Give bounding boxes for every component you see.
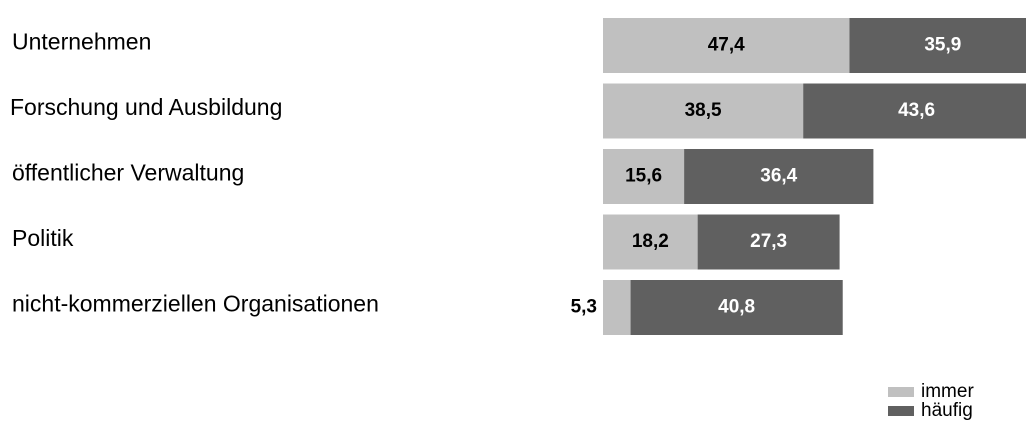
bar-segment [803, 83, 1026, 139]
bar-segment [630, 280, 843, 335]
category-label: Forschung und Ausbildung [10, 94, 282, 120]
value-label: 38,5 [685, 100, 722, 121]
value-label: 15,6 [625, 166, 662, 187]
bar-segment [849, 18, 1026, 73]
legend-swatch [888, 387, 914, 397]
value-label: 35,9 [924, 35, 961, 56]
bar-segment [603, 280, 631, 335]
legend-label: häufig [921, 400, 973, 421]
bar-segment [603, 18, 850, 73]
bar-segment [603, 149, 685, 204]
bar-segment [603, 83, 804, 139]
value-label: 18,2 [632, 231, 669, 252]
value-label: 27,3 [750, 231, 787, 252]
category-label: Unternehmen [12, 29, 151, 55]
bar-segment [603, 214, 698, 270]
bar-segment [684, 149, 874, 204]
value-label: 5,3 [571, 297, 597, 318]
bar-segment [697, 214, 840, 270]
category-label: Politik [12, 225, 74, 251]
legend-label: immer [921, 381, 974, 402]
category-label: nicht-kommerziellen Organisationen [12, 291, 379, 317]
legend-swatch [888, 406, 914, 416]
category-label: öffentlicher Verwaltung [12, 160, 244, 186]
value-label: 36,4 [760, 166, 797, 187]
value-label: 43,6 [898, 100, 935, 121]
value-label: 40,8 [718, 297, 755, 318]
value-label: 47,4 [708, 35, 745, 56]
